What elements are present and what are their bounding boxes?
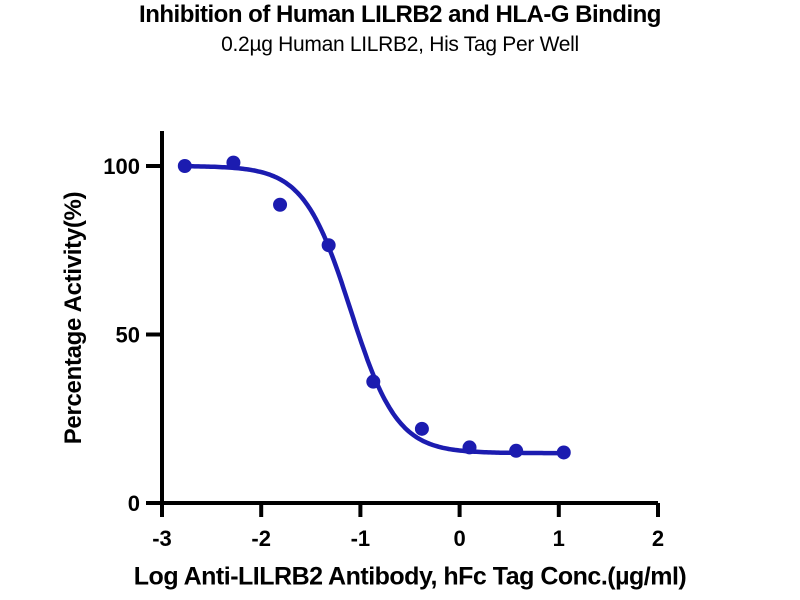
x-tick-label: 0 <box>453 526 465 551</box>
data-point <box>462 440 477 455</box>
x-tick-label: 2 <box>652 526 664 551</box>
chart-title: Inhibition of Human LILRB2 and HLA-G Bin… <box>139 1 661 28</box>
chart-subtitle: 0.2µg Human LILRB2, His Tag Per Well <box>221 33 579 56</box>
y-tick-label: 0 <box>128 491 140 516</box>
x-tick-label: -2 <box>251 526 271 551</box>
data-point <box>366 374 381 389</box>
x-tick-label: 1 <box>553 526 565 551</box>
data-point <box>509 443 524 458</box>
data-point <box>273 197 288 212</box>
data-point <box>321 238 336 253</box>
y-tick-label: 100 <box>103 154 140 179</box>
x-tick-label: -3 <box>152 526 172 551</box>
data-point <box>226 155 241 170</box>
data-point <box>556 445 571 460</box>
data-point <box>414 421 429 436</box>
y-tick-label: 50 <box>116 323 140 348</box>
x-tick-label: -1 <box>351 526 371 551</box>
y-axis-label: Percentage Activity(%) <box>60 191 87 445</box>
x-axis-label: Log Anti-LILRB2 Antibody, hFc Tag Conc.(… <box>133 562 687 591</box>
fit-curve <box>182 163 567 456</box>
data-point <box>177 159 192 173</box>
